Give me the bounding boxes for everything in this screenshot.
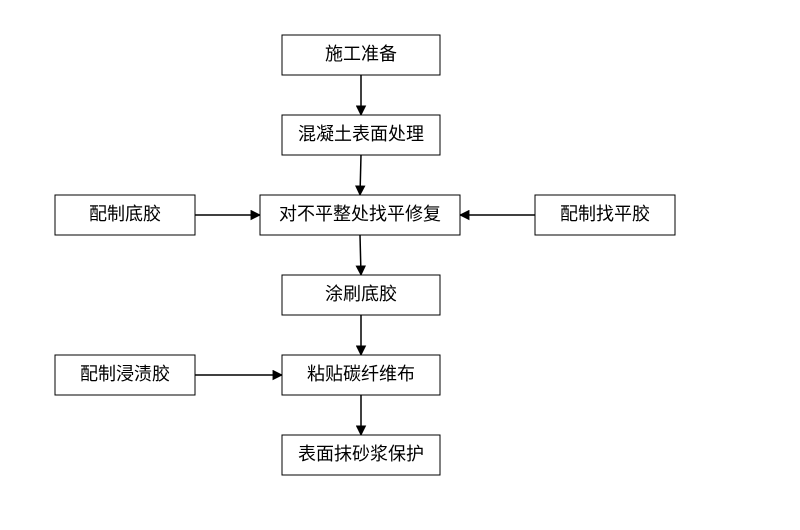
flow-node-sL2: 配制浸渍胶 (55, 355, 195, 395)
flow-node-n4: 涂刷底胶 (282, 275, 440, 315)
flow-edge (360, 155, 361, 195)
flow-node-label: 配制浸渍胶 (80, 364, 170, 384)
flow-node-label: 混凝土表面处理 (298, 124, 424, 144)
flow-edge (360, 235, 361, 275)
flow-node-label: 对不平整处找平修复 (279, 204, 441, 224)
flow-node-n2: 混凝土表面处理 (282, 115, 440, 155)
flow-node-label: 涂刷底胶 (325, 284, 397, 304)
nodes-layer: 施工准备混凝土表面处理对不平整处找平修复涂刷底胶粘贴碳纤维布表面抹砂浆保护 配制底… (55, 35, 675, 475)
flow-node-n5: 粘贴碳纤维布 (282, 355, 440, 395)
flow-node-label: 配制底胶 (89, 204, 161, 224)
flow-node-label: 施工准备 (325, 44, 397, 64)
flowchart-canvas: 施工准备混凝土表面处理对不平整处找平修复涂刷底胶粘贴碳纤维布表面抹砂浆保护 配制底… (0, 0, 800, 530)
flow-node-sR1: 配制找平胶 (535, 195, 675, 235)
flow-node-n1: 施工准备 (282, 35, 440, 75)
flow-node-n3: 对不平整处找平修复 (260, 195, 460, 235)
flow-node-sL1: 配制底胶 (55, 195, 195, 235)
flow-node-label: 粘贴碳纤维布 (307, 364, 415, 384)
flow-node-n6: 表面抹砂浆保护 (282, 435, 440, 475)
flow-node-label: 配制找平胶 (560, 204, 650, 224)
flow-node-label: 表面抹砂浆保护 (298, 444, 424, 464)
